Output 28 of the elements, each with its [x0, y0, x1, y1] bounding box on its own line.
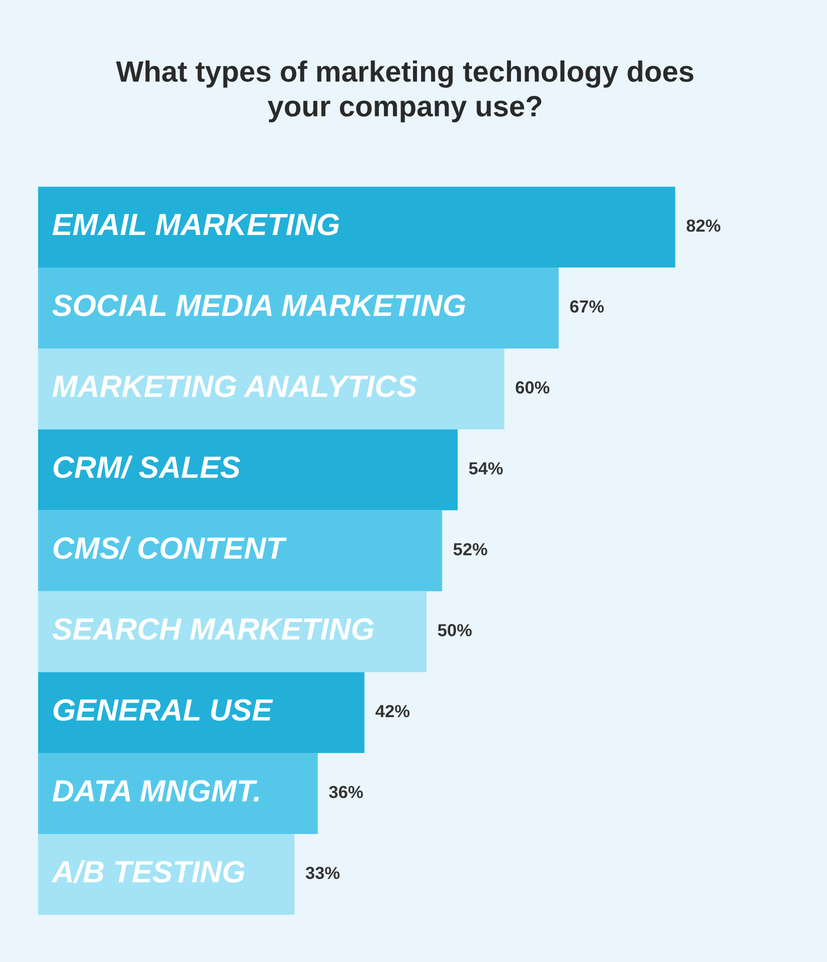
- bar: [38, 510, 442, 592]
- y-tick-label: EMAIL MARKETING: [52, 214, 340, 236]
- bar: [38, 591, 427, 672]
- bar: [38, 834, 294, 915]
- y-tick-label: DATA MNGMT.: [52, 780, 259, 802]
- data-label: 42%: [376, 704, 410, 718]
- y-tick-label: SOCIAL MEDIA MARKETING: [52, 294, 466, 316]
- data-label: 33%: [306, 866, 340, 880]
- bar: [38, 429, 458, 510]
- data-label: 67%: [570, 300, 604, 313]
- y-tick-label: CRM/ SALES: [54, 456, 240, 478]
- data-label: 50%: [438, 624, 472, 636]
- bar: [38, 753, 318, 834]
- data-label: 60%: [516, 381, 550, 394]
- data-label: 82%: [686, 219, 720, 232]
- data-label: 52%: [453, 543, 488, 556]
- chart-title: What types of marketing technology does your company use?: [116, 60, 694, 122]
- y-tick-label: GENERAL USE: [54, 699, 273, 721]
- y-tick-label: CMS/ CONTENT: [54, 536, 287, 560]
- bar: [38, 672, 364, 754]
- bar: [38, 348, 504, 430]
- y-tick-label: SEARCH MARKETING: [52, 618, 374, 640]
- y-tick-label: A/B TESTING: [51, 860, 245, 883]
- bar: [38, 268, 559, 348]
- data-label: 36%: [329, 786, 363, 798]
- y-tick-label: MARKETING ANALYTICS: [52, 375, 417, 398]
- data-label: 54%: [469, 462, 503, 474]
- bar: [38, 186, 676, 268]
